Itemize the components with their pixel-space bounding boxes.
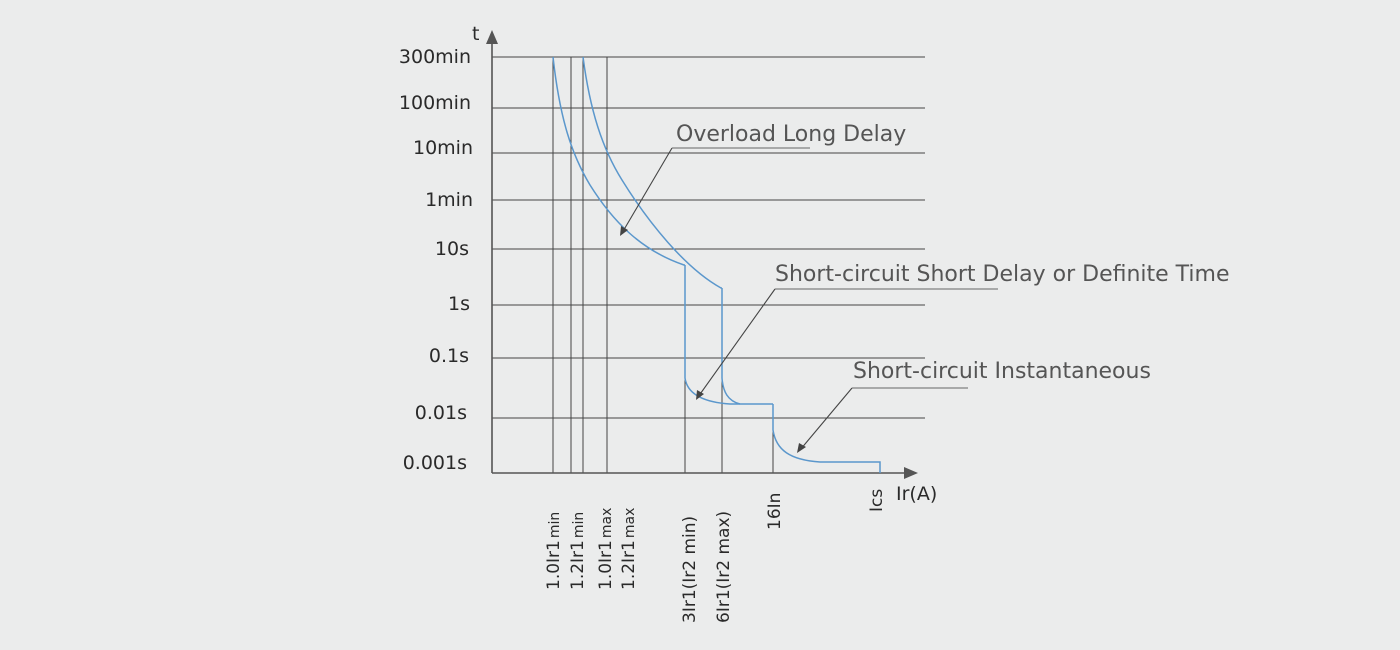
overload-curve-min [552,56,685,266]
overload-arrowhead [620,226,628,236]
x-tick-label: 1.0Ir1min [544,512,564,590]
y-tick-label: 0.1s [429,345,469,367]
x-axis-arrow [904,467,918,479]
short-delay-arrowhead [696,390,704,400]
overload-curve-max [582,56,722,289]
overload-leader [621,147,673,234]
y-tick-label: 1s [448,293,470,315]
overload-annotation: Overload Long Delay [620,122,906,236]
horizontal-gridlines [492,56,925,419]
x-tick-label: 1.0Ir1max [596,508,616,590]
y-tick-label: 100min [399,92,471,114]
y-axis-title: t [472,23,479,45]
y-tick-label: 10min [413,137,473,159]
x-tick-label: Ics [867,489,887,512]
y-axis-arrow [486,30,498,44]
x-tick-label: 6Ir1(Ir2 max) [714,511,734,623]
x-tick-label: 1.2Ir1max [619,508,639,590]
instantaneous-annotation: Short-circuit Instantaneous [797,359,1151,453]
x-tick-label: 3Ir1(Ir2 min) [680,516,700,623]
y-tick-labels: 300min 100min 10min 1min 10s 1s 0.1s 0.0… [399,46,473,474]
y-tick-label: 1min [425,189,473,211]
x-tick-label: 16In [765,493,785,530]
instantaneous-arrowhead [797,443,806,453]
axes [486,30,918,479]
y-tick-label: 10s [435,238,469,260]
short-delay-curve [684,265,773,405]
short-delay-label: Short-circuit Short Delay or Definite Ti… [775,262,1230,287]
instantaneous-label: Short-circuit Instantaneous [853,359,1151,384]
y-tick-label: 300min [399,46,471,68]
short-delay-leader [697,288,776,398]
short-delay-annotation: Short-circuit Short Delay or Definite Ti… [696,262,1230,400]
x-tick-label: 1.2Ir1min [568,512,588,590]
x-tick-labels: 1.0Ir1min 1.2Ir1min 1.0Ir1max 1.2Ir1max … [544,489,887,623]
y-tick-label: 0.01s [415,402,467,424]
instantaneous-curve [772,404,881,473]
y-tick-label: 0.001s [403,452,467,474]
overload-label: Overload Long Delay [676,122,906,147]
x-axis-title: Ir(A) [896,483,937,505]
instantaneous-leader [799,387,853,451]
short-delay-curve-max [721,288,741,405]
